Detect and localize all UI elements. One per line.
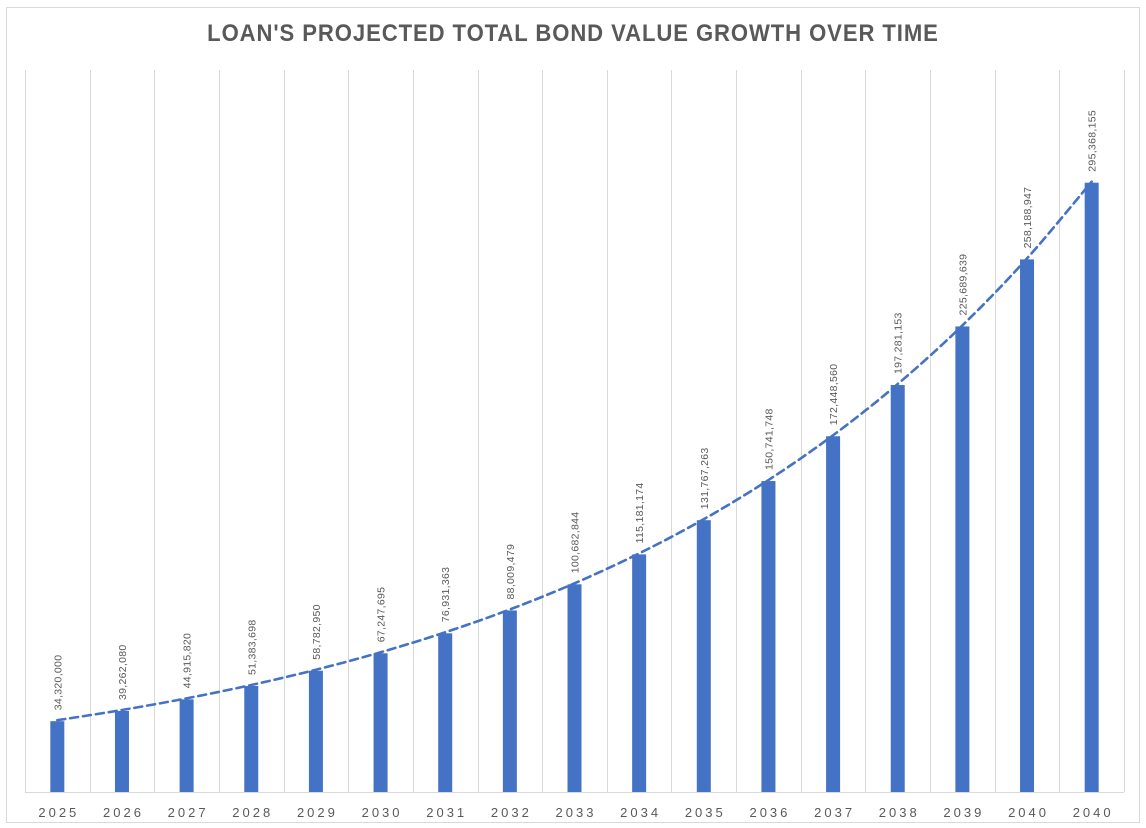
x-tick-label: 2030 — [362, 805, 403, 820]
bar-2039 — [955, 326, 970, 792]
bar-2025 — [50, 721, 65, 792]
bar-value-label: 225,689,639 — [957, 254, 969, 316]
x-tick-label: 2034 — [620, 805, 661, 820]
bar-2037 — [826, 436, 841, 792]
x-tick-label: 2033 — [556, 805, 597, 820]
x-tick-label: 2029 — [297, 805, 338, 820]
bar-value-label: 67,247,695 — [376, 587, 388, 643]
x-tick-label: 2032 — [491, 805, 532, 820]
bar-value-label: 172,448,560 — [828, 364, 840, 426]
bar-value-label: 150,741,748 — [763, 408, 775, 470]
trendline — [56, 180, 1093, 722]
x-tick-label: 2040 — [1008, 805, 1049, 820]
x-tick-label: 2028 — [232, 805, 273, 820]
bar-value-label: 197,281,153 — [893, 312, 905, 374]
bar-2034 — [632, 554, 647, 792]
x-tick-label: 2026 — [103, 805, 144, 820]
bar-2038 — [890, 385, 905, 792]
bar-value-label: 295,368,155 — [1087, 110, 1099, 172]
bar-value-label: 51,383,698 — [246, 619, 258, 675]
bar-value-label: 34,320,000 — [52, 655, 64, 711]
bar-value-label: 131,767,263 — [699, 447, 711, 509]
bar-value-label: 76,931,363 — [440, 567, 452, 623]
bar-2027 — [179, 699, 194, 792]
bar-2028 — [244, 686, 259, 792]
x-tick-label: 2035 — [685, 805, 726, 820]
bar-2026 — [114, 711, 129, 792]
bar-2040 — [1020, 259, 1035, 793]
chart-title: LOAN'S PROJECTED TOTAL BOND VALUE GROWTH… — [207, 20, 939, 47]
bar-2040-b — [1084, 182, 1099, 792]
bar-value-label: 258,188,947 — [1022, 187, 1034, 249]
bar-2030 — [373, 653, 388, 792]
x-tick-label: 2025 — [38, 805, 79, 820]
bar-2036 — [761, 481, 776, 792]
bar-value-label: 88,009,479 — [505, 544, 517, 600]
bar-value-label: 44,915,820 — [182, 633, 194, 689]
x-tick-label: 2038 — [879, 805, 920, 820]
x-tick-label: 2036 — [749, 805, 790, 820]
bar-value-label: 115,181,174 — [634, 482, 646, 543]
bar-2033 — [567, 584, 582, 792]
bar-2029 — [308, 670, 323, 792]
bar-2035 — [696, 520, 711, 792]
bar-value-label: 39,262,080 — [117, 644, 129, 700]
x-tick-label: 2039 — [943, 805, 984, 820]
bar-2031 — [438, 633, 453, 792]
x-tick-label: 2037 — [814, 805, 855, 820]
bar-2032 — [502, 610, 517, 792]
bar-value-label: 58,782,950 — [311, 604, 323, 660]
x-tick-label: 2027 — [168, 805, 209, 820]
x-tick-label: 2031 — [426, 805, 467, 820]
x-tick-label: 2040 — [1073, 805, 1114, 820]
bar-value-label: 100,682,844 — [570, 512, 582, 574]
